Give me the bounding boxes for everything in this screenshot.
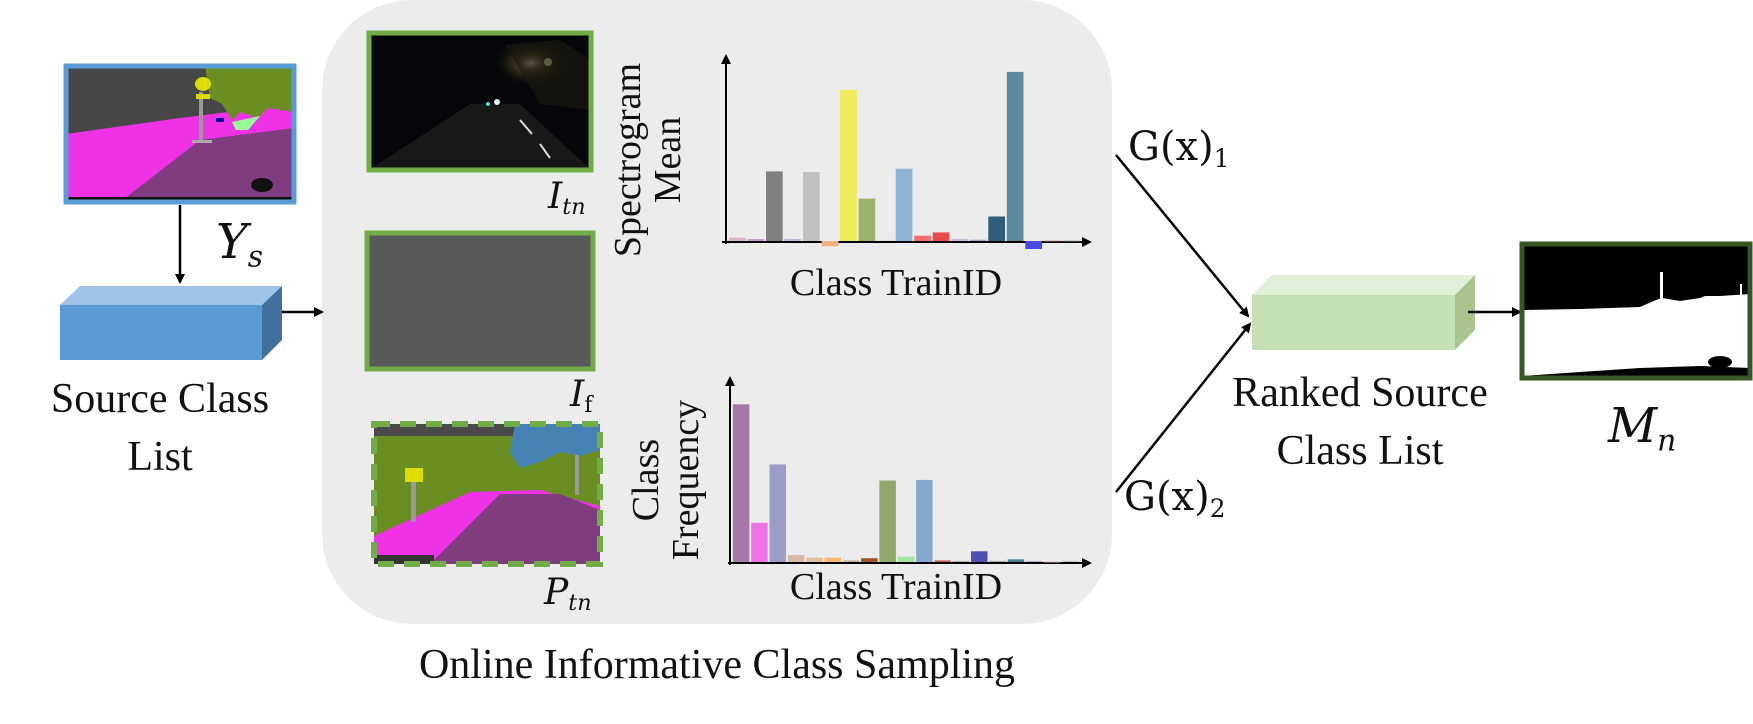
chart2-bar-16 — [1026, 560, 1043, 562]
chart2-ylabel: Class Frequency — [625, 380, 707, 580]
chart2-bar-7 — [861, 558, 878, 562]
chart2-bar-0 — [732, 404, 750, 562]
if-subscript: f — [584, 392, 593, 419]
chart2-bar-13 — [971, 551, 988, 562]
chart2-bar-1 — [751, 522, 768, 562]
g2-subscript: 2 — [1209, 493, 1226, 523]
chart2-bar-12 — [952, 560, 970, 562]
chart2-bar-5 — [824, 557, 841, 562]
g1-subscript: 1 — [1213, 143, 1230, 173]
chart1-bar-7 — [858, 198, 876, 241]
chart1-bar-2 — [766, 171, 783, 241]
source-segmentation-image — [63, 63, 297, 205]
chart2-bar-17 — [1044, 561, 1061, 563]
chart1-xlabel: Class TrainID — [789, 262, 1003, 304]
chart1-bar-13 — [969, 239, 987, 241]
itn-symbol: I — [548, 176, 563, 217]
chart2-bar-8 — [879, 480, 896, 562]
chart2-bar-11 — [934, 560, 951, 562]
g1-arrow — [1115, 154, 1250, 318]
itn-subscript: tn — [562, 194, 586, 221]
ranked-class-list-label: Ranked Source Class List — [1200, 372, 1520, 472]
chart2 — [725, 376, 1092, 568]
chart1-bar-12 — [951, 239, 968, 241]
pseudo-label-image — [371, 421, 603, 567]
if-label: If — [570, 374, 593, 418]
chart1-ylabel: Spectrogram Mean — [607, 60, 689, 260]
chart2-bar-14 — [989, 560, 1006, 562]
chart1-bar-3 — [784, 239, 802, 241]
ranked-class-list-box — [1252, 275, 1475, 350]
chart1-bar-11 — [932, 232, 950, 241]
g2-arrow — [1115, 322, 1252, 493]
mn-symbol: M — [1608, 398, 1658, 454]
chart2-bar-3 — [787, 555, 805, 562]
chart1-bar-18 — [1062, 240, 1080, 242]
chart1-bar-4 — [803, 172, 820, 241]
source-label-line1: Source Class — [50, 376, 270, 422]
chart1-bar-17 — [1043, 240, 1061, 242]
chart2-bar-10 — [916, 479, 933, 562]
chart1-bar-10 — [914, 235, 931, 241]
if-symbol: I — [570, 374, 585, 415]
chart1-bar-6 — [840, 89, 857, 241]
chart1-bar-16 — [1025, 241, 1042, 249]
chart1-bar-0 — [728, 237, 746, 241]
mn-label: Mn — [1608, 398, 1676, 458]
chart2-ylabel-line2: Frequency — [665, 399, 707, 561]
ys-symbol: Y — [216, 214, 248, 270]
chart2-ylabel-line1: Class — [625, 438, 667, 522]
chart2-bar-18 — [1062, 560, 1080, 562]
ys-subscript: s — [247, 239, 263, 275]
chart1-bar-14 — [988, 216, 1005, 241]
chart2-bar-15 — [1007, 559, 1025, 562]
ptn-symbol: P — [544, 572, 569, 613]
panel-caption: Online Informative Class Sampling — [418, 642, 1016, 688]
chart2-bar-2 — [769, 464, 786, 562]
chart1-bar-8 — [877, 239, 894, 241]
chart2-bar-4 — [806, 557, 823, 562]
chart2-xlabel: Class TrainID — [789, 566, 1003, 608]
g2-text: G(x) — [1124, 474, 1210, 520]
g1-text: G(x) — [1128, 124, 1214, 170]
mn-subscript: n — [1657, 423, 1677, 459]
ptn-label: Ptn — [544, 572, 592, 616]
ranked-label-line1: Ranked Source — [1232, 370, 1488, 416]
g1-label: G(x)1 — [1128, 124, 1230, 173]
itn-label: Itn — [548, 176, 586, 220]
chart1-bar-5 — [821, 241, 839, 247]
chart1 — [721, 54, 1092, 249]
source-label-line2: List — [127, 434, 193, 480]
ranked-label-line2: Class List — [1276, 428, 1444, 474]
source-class-list-label: Source Class List — [15, 378, 305, 478]
chart1-bar-15 — [1006, 71, 1024, 242]
chart1-bar-9 — [895, 168, 913, 241]
chart1-ylabel-line2: Mean — [647, 116, 689, 204]
binary-mask-image — [1519, 241, 1753, 381]
ptn-subscript: tn — [568, 590, 592, 617]
chart2-bar-9 — [897, 556, 915, 562]
chart1-bar-1 — [747, 239, 765, 241]
source-class-list-box — [60, 286, 282, 360]
fourier-image — [364, 230, 596, 372]
night-image — [366, 30, 594, 173]
chart2-bar-6 — [842, 560, 860, 562]
ys-label: Ys — [216, 214, 263, 274]
g2-label: G(x)2 — [1124, 474, 1226, 523]
chart1-ylabel-line1: Spectrogram — [607, 62, 649, 258]
